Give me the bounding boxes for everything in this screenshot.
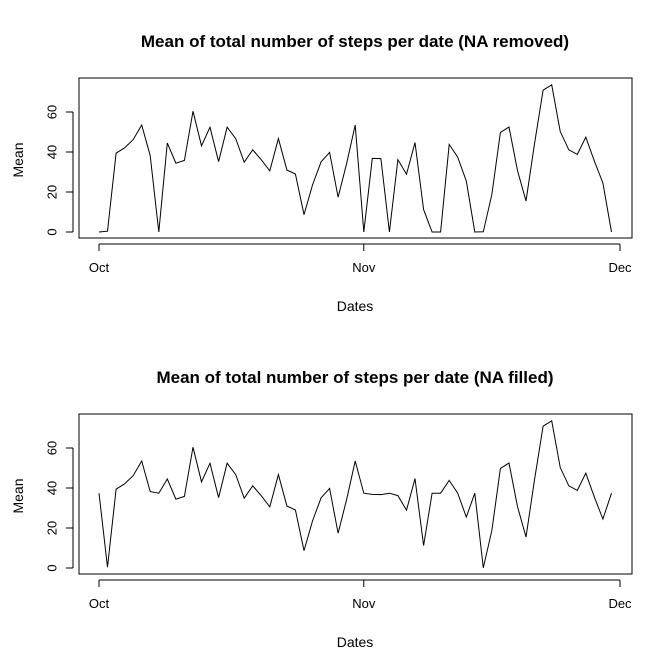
x-tick-label: Oct: [89, 596, 110, 611]
series-line-1: [98, 419, 612, 568]
chart-panel-1: Mean of total number of steps per date (…: [10, 32, 633, 314]
y-tick-label: 40: [45, 145, 60, 159]
y-tick-label: 60: [45, 105, 60, 119]
chart-title: Mean of total number of steps per date (…: [141, 32, 569, 51]
x-axis-label: Dates: [337, 298, 374, 314]
x-tick-label: Dec: [608, 596, 632, 611]
y-tick-label: 20: [45, 185, 60, 199]
x-axis-label: Dates: [337, 634, 374, 650]
series-line-1: [98, 83, 612, 233]
y-tick-label: 20: [45, 521, 60, 535]
x-tick-label: Nov: [352, 596, 376, 611]
y-axis-label: Mean: [10, 478, 26, 513]
y-tick-label: 0: [45, 228, 60, 235]
chart-title: Mean of total number of steps per date (…: [156, 368, 553, 387]
y-tick-label: 0: [45, 564, 60, 571]
plot-frame: [78, 77, 633, 239]
x-tick-label: Nov: [352, 260, 376, 275]
plot-frame: [78, 413, 633, 575]
y-tick-label: 60: [45, 441, 60, 455]
x-tick-label: Oct: [89, 260, 110, 275]
y-axis-label: Mean: [10, 142, 26, 177]
x-tick-label: Dec: [608, 260, 632, 275]
y-tick-label: 40: [45, 481, 60, 495]
chart-panel-2: Mean of total number of steps per date (…: [10, 368, 633, 650]
